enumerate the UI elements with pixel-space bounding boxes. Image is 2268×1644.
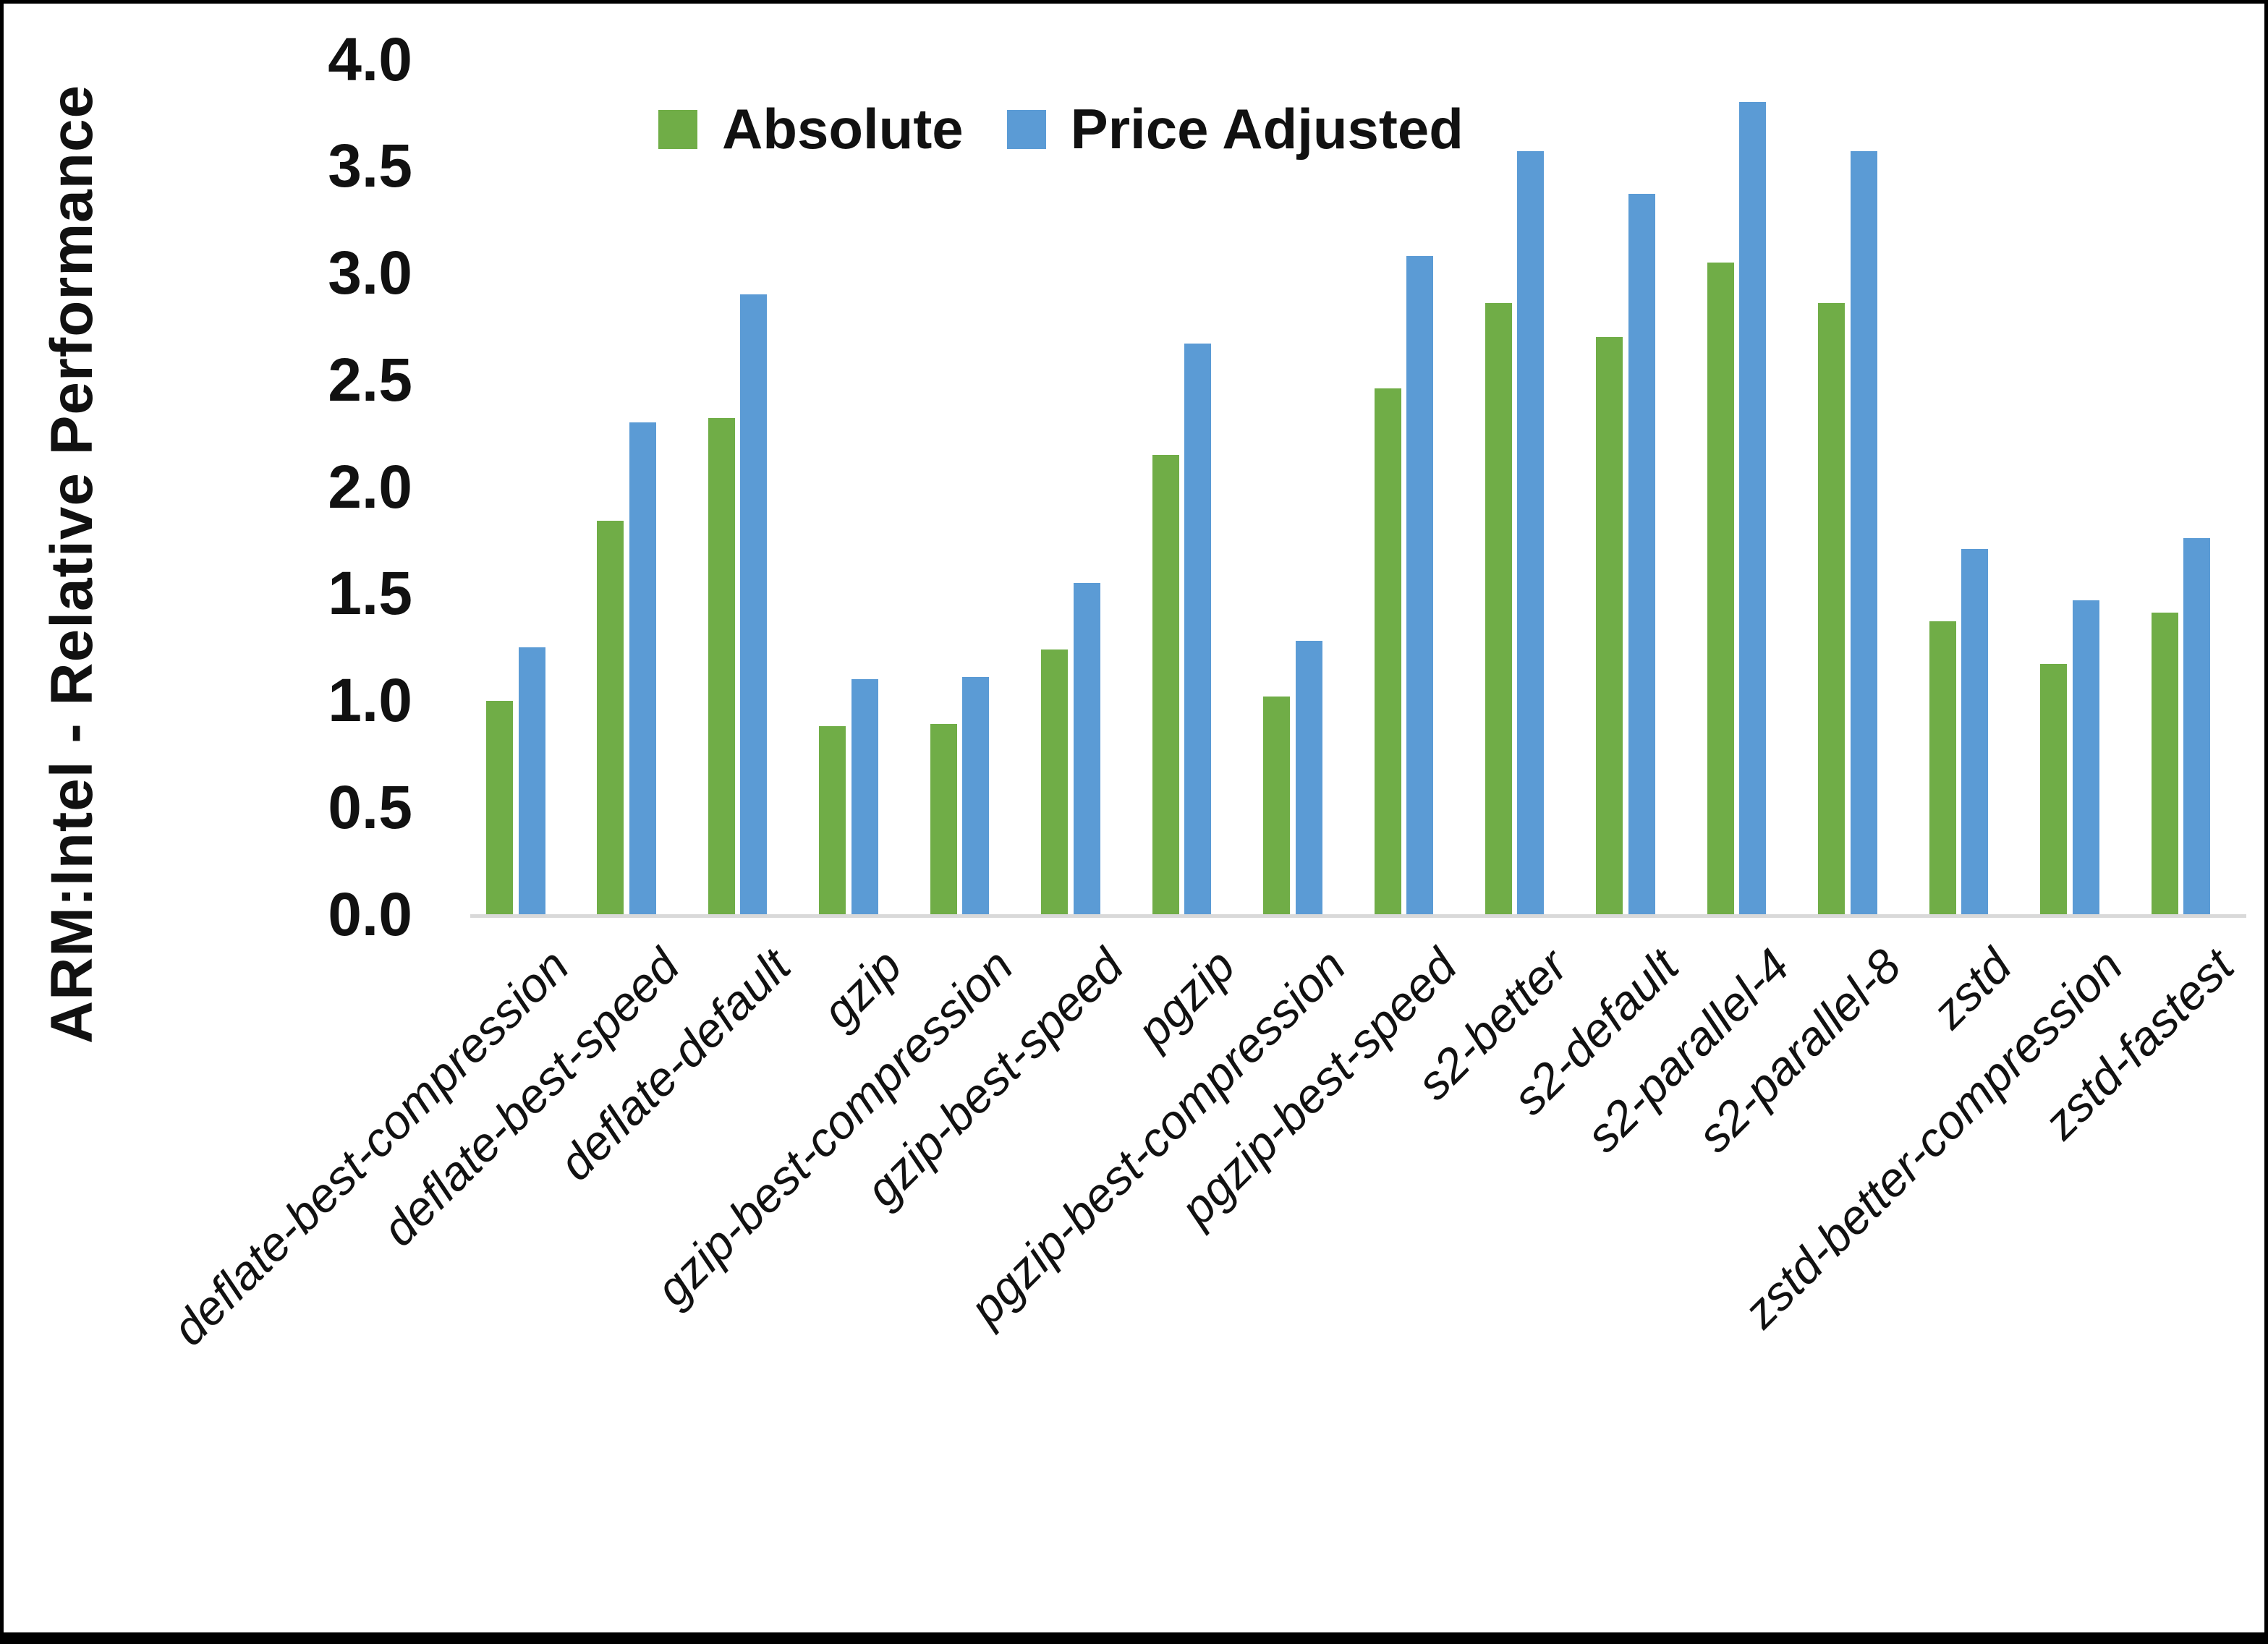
bar-price-adjusted-zstd-better-compression xyxy=(2072,600,2099,914)
bar-absolute-gzip-best-speed xyxy=(1041,649,1069,914)
bar-absolute-deflate-default xyxy=(708,418,735,914)
legend-item-price-adjusted: Price Adjusted xyxy=(1006,96,1464,162)
legend-swatch-price-adjusted xyxy=(1006,109,1046,149)
bar-price-adjusted-pgzip-best-compression xyxy=(1295,640,1322,914)
bar-price-adjusted-gzip-best-compression xyxy=(962,676,990,914)
bar-price-adjusted-s2-better xyxy=(1517,151,1545,914)
bar-price-adjusted-s2-parallel-4 xyxy=(1739,102,1767,914)
bar-absolute-deflate-best-compression xyxy=(486,700,513,914)
bar-absolute-pgzip-best-compression xyxy=(1263,696,1291,914)
bar-absolute-s2-parallel-4 xyxy=(1707,262,1734,914)
bar-price-adjusted-gzip xyxy=(851,678,878,914)
y-tick-label: 0.0 xyxy=(328,880,412,948)
bar-absolute-s2-default xyxy=(1596,337,1623,914)
y-tick-label: 4.0 xyxy=(328,25,412,93)
bar-absolute-deflate-best-speed xyxy=(597,521,624,914)
x-tick-label: zstd xyxy=(1921,938,2022,1039)
bar-price-adjusted-deflate-default xyxy=(740,294,768,914)
bar-price-adjusted-gzip-best-speed xyxy=(1073,582,1100,914)
bar-absolute-s2-better xyxy=(1485,302,1512,914)
bar-absolute-zstd-fastest xyxy=(2151,613,2178,914)
legend-label-absolute: Absolute xyxy=(722,97,964,161)
bar-price-adjusted-deflate-best-compression xyxy=(518,647,545,914)
legend-label-price-adjusted: Price Adjusted xyxy=(1070,97,1464,161)
bar-price-adjusted-zstd xyxy=(1961,548,1989,914)
y-tick-label: 3.0 xyxy=(328,239,412,307)
bar-price-adjusted-s2-parallel-8 xyxy=(1850,151,1877,914)
bar-absolute-gzip-best-compression xyxy=(930,724,957,914)
y-tick-label: 1.5 xyxy=(328,559,412,628)
bar-absolute-pgzip xyxy=(1152,454,1179,914)
bar-price-adjusted-s2-default xyxy=(1628,194,1655,914)
bar-absolute-s2-parallel-8 xyxy=(1818,302,1846,914)
x-tick-label: gzip xyxy=(812,938,912,1039)
legend-item-absolute: Absolute xyxy=(658,96,964,162)
bar-absolute-gzip xyxy=(819,725,846,914)
bar-absolute-zstd-better-compression xyxy=(2040,664,2068,914)
y-tick-label: 0.5 xyxy=(328,772,412,841)
y-tick-label: 2.5 xyxy=(328,345,412,414)
y-tick-label: 1.0 xyxy=(328,666,412,734)
y-axis-title: ARM:Intel - Relative Performance xyxy=(39,84,105,1044)
bar-absolute-pgzip-best-speed xyxy=(1374,388,1401,914)
bar-price-adjusted-deflate-best-speed xyxy=(629,422,656,914)
y-tick-label: 3.5 xyxy=(328,132,412,200)
bar-price-adjusted-zstd-fastest xyxy=(2183,537,2211,914)
bar-price-adjusted-pgzip-best-speed xyxy=(1406,255,1433,914)
y-tick-label: 2.0 xyxy=(328,452,412,521)
legend-swatch-absolute xyxy=(658,109,697,149)
bar-price-adjusted-pgzip xyxy=(1184,344,1212,914)
legend: Absolute Price Adjusted xyxy=(658,96,1464,162)
bar-absolute-zstd xyxy=(1929,621,1956,914)
x-axis-line xyxy=(470,914,2246,918)
